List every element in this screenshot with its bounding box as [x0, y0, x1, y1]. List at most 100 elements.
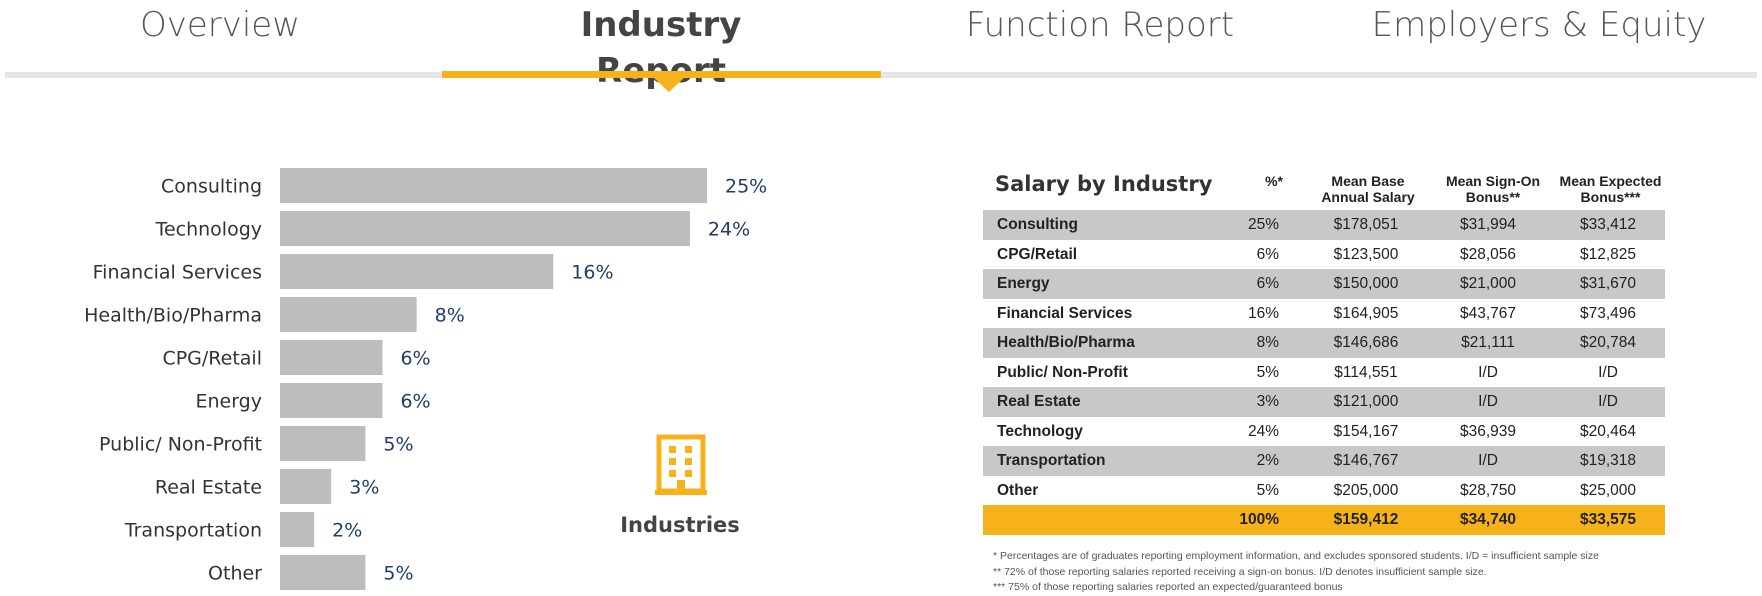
cell-expected-bonus: $33,412: [1579, 216, 1637, 233]
cell-sign-on-bonus: I/D: [1478, 363, 1498, 381]
value-label: 5%: [383, 434, 413, 456]
cell-industry: Other: [997, 481, 1039, 499]
tab-track: [5, 72, 1757, 78]
cell-percent: 6%: [1256, 245, 1279, 263]
cell-percent: 24%: [1247, 422, 1279, 440]
value-label: 16%: [571, 262, 613, 284]
cell-expected-bonus: I/D: [1598, 393, 1618, 410]
value-label: 24%: [708, 219, 750, 241]
cell-percent: 5%: [1256, 363, 1279, 381]
cell-percent: 16%: [1247, 304, 1279, 322]
cell-base-salary: $114,551: [1334, 363, 1398, 381]
value-label: 6%: [400, 348, 430, 370]
cell-sign-on-bonus: $43,767: [1459, 304, 1517, 322]
tab-employers-equity[interactable]: Employers & Equity: [1371, 5, 1707, 45]
cell-expected-bonus: $12,825: [1579, 245, 1637, 263]
tab-function-report[interactable]: Function Report: [965, 5, 1235, 45]
table-row: Public/ Non-Profit 5% $114,551 I/D I/D: [983, 358, 1665, 388]
building-icon: [655, 434, 707, 495]
total-expected-bonus: $33,575: [1579, 511, 1637, 528]
table-row: CPG/Retail 6% $123,500 $28,056 $12,825: [983, 240, 1665, 270]
cell-industry: Energy: [997, 275, 1050, 292]
bar-real-estate: [280, 469, 332, 504]
table-body: Consulting 25% $178,051 $31,994 $33,412 CPG/R…: [983, 210, 1665, 535]
bar-health-bio-pharma: [280, 297, 417, 332]
header-sign-on-bonus: Mean Sign-On Bonus**: [1445, 173, 1541, 205]
cell-expected-bonus: $20,464: [1579, 422, 1637, 440]
table-row: Transportation 2% $146,767 I/D $19,318: [983, 446, 1665, 476]
footnote-2: ** 72% of those reporting salaries repor…: [993, 566, 1487, 578]
value-label: 3%: [349, 477, 379, 499]
cell-sign-on-bonus: $28,056: [1459, 245, 1517, 263]
table-row: Other 5% $205,000 $28,750 $25,000: [983, 476, 1665, 506]
category-label: Real Estate: [155, 477, 262, 499]
table-row: Real Estate 3% $121,000 I/D I/D: [983, 387, 1665, 417]
cell-percent: 8%: [1256, 334, 1279, 351]
category-label: Consulting: [161, 176, 262, 198]
cell-percent: 25%: [1247, 216, 1279, 233]
cell-expected-bonus: I/D: [1598, 363, 1618, 381]
cell-industry: Consulting: [997, 216, 1078, 233]
bar-energy: [280, 383, 383, 418]
cell-base-salary: $164,905: [1333, 304, 1399, 322]
cell-industry: Transportation: [997, 452, 1106, 469]
cell-expected-bonus: $31,670: [1579, 275, 1637, 292]
cell-base-salary: $121,000: [1333, 393, 1399, 410]
footnote-1: * Percentages are of graduates reporting…: [993, 550, 1599, 562]
cell-percent: 6%: [1256, 275, 1279, 292]
table-row: Technology 24% $154,167 $36,939 $20,464: [983, 417, 1665, 447]
value-label: 2%: [332, 520, 362, 542]
value-label: 5%: [383, 563, 413, 585]
header-base-salary: Mean Base Annual Salary: [1321, 173, 1415, 205]
cell-base-salary: $123,500: [1333, 245, 1399, 263]
category-label: Transportation: [124, 520, 262, 542]
bar-technology: [280, 211, 690, 246]
footnote-3: *** 75% of those reporting salaries repo…: [993, 581, 1343, 593]
cell-expected-bonus: $19,318: [1579, 452, 1637, 469]
cell-industry: CPG/Retail: [997, 245, 1078, 263]
bar-transportation: [280, 512, 315, 547]
cell-industry: Health/Bio/Pharma: [997, 334, 1135, 351]
cell-expected-bonus: $20,784: [1579, 334, 1637, 351]
cell-percent: 3%: [1256, 393, 1279, 410]
industries-label: Industries: [620, 513, 740, 537]
category-label: Health/Bio/Pharma: [84, 305, 262, 327]
category-label: Technology: [155, 219, 262, 241]
cell-sign-on-bonus: I/D: [1478, 452, 1498, 469]
cell-sign-on-bonus: $21,000: [1459, 275, 1517, 292]
cell-base-salary: $205,000: [1333, 481, 1399, 499]
cell-base-salary: $150,000: [1333, 275, 1399, 292]
cell-base-salary: $178,051: [1333, 216, 1399, 233]
cell-percent: 5%: [1256, 481, 1279, 499]
cell-base-salary: $146,686: [1333, 334, 1399, 351]
cell-industry: Real Estate: [997, 393, 1081, 410]
cell-percent: 2%: [1256, 452, 1279, 469]
value-label: 25%: [725, 176, 767, 198]
table-title: Salary by Industry: [995, 172, 1213, 196]
table-row: Financial Services 16% $164,905 $43,767 $73,…: [983, 299, 1665, 329]
cell-sign-on-bonus: $31,994: [1459, 216, 1517, 233]
category-label: Energy: [195, 391, 262, 413]
tab-overview[interactable]: Overview: [139, 5, 301, 45]
bar-cpg-retail: [280, 340, 383, 375]
active-tab-indicator: [442, 71, 881, 78]
category-label: Other: [208, 563, 262, 585]
bar-consulting: [280, 168, 707, 203]
total-base-salary: $159,412: [1333, 511, 1399, 528]
table-header: Salary by Industry %* Mean Base Annual S…: [983, 168, 1665, 210]
value-label: 8%: [435, 305, 465, 327]
salary-table: Salary by Industry %* Mean Base Annual S…: [983, 168, 1665, 535]
bar-public-non-profit: [280, 426, 366, 461]
cell-expected-bonus: $73,496: [1579, 304, 1637, 322]
category-label: CPG/Retail: [162, 348, 262, 370]
table-row: Consulting 25% $178,051 $31,994 $33,412: [983, 210, 1665, 240]
category-label: Public/ Non-Profit: [99, 434, 262, 456]
header-expected-bonus: Mean Expected Bonus***: [1559, 173, 1662, 205]
category-label: Financial Services: [93, 262, 262, 284]
cell-base-salary: $146,767: [1333, 452, 1399, 469]
total-sign-on-bonus: $34,740: [1459, 511, 1517, 528]
cell-sign-on-bonus: $21,111: [1461, 334, 1515, 351]
total-percent: 100%: [1239, 511, 1279, 528]
active-tab-caret: [653, 77, 685, 92]
cell-sign-on-bonus: $28,750: [1459, 481, 1517, 499]
